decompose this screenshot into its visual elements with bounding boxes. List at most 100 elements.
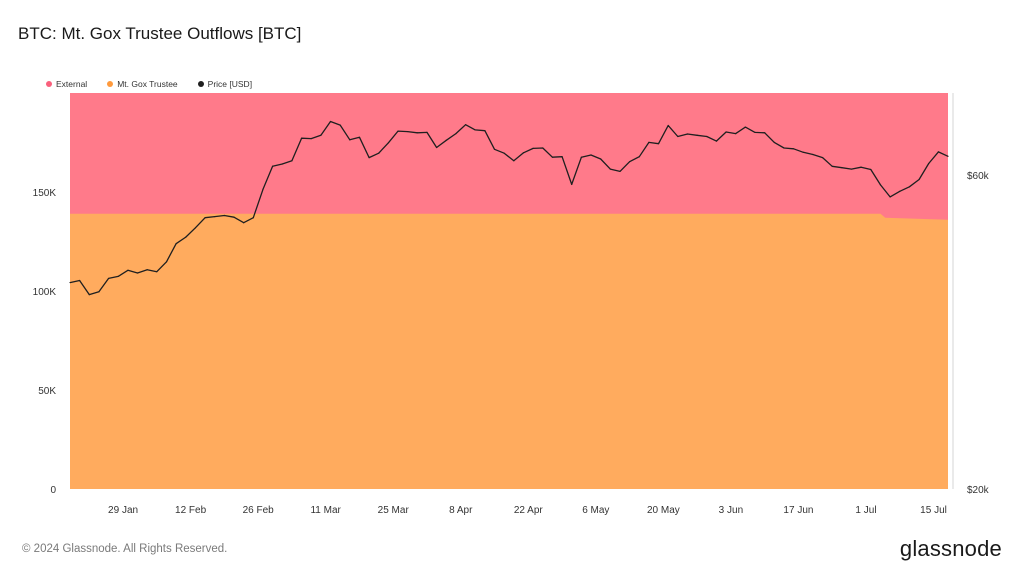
price-point	[368, 157, 370, 159]
price-point	[146, 269, 148, 271]
legend-label-external: External	[56, 79, 88, 89]
price-point	[686, 133, 689, 135]
price-point	[841, 167, 843, 169]
price-point	[908, 186, 911, 188]
price-point	[426, 131, 428, 133]
price-point	[320, 134, 322, 136]
price-point	[812, 153, 814, 156]
legend-label-price: Price [USD]	[207, 79, 253, 89]
price-point	[667, 124, 669, 127]
price-point	[262, 188, 264, 190]
y-tick-right: $20k	[967, 485, 990, 496]
legend-item-external[interactable]: External	[46, 79, 87, 89]
price-point	[590, 154, 592, 156]
price-point	[522, 152, 525, 154]
price-point	[918, 178, 920, 181]
price-point	[397, 130, 399, 132]
price-point	[281, 163, 283, 165]
price-point	[619, 170, 621, 172]
area-mtgox-trustee	[70, 213, 948, 489]
price-point	[107, 277, 110, 280]
price-point	[802, 151, 804, 153]
legend-item-mtgox[interactable]: Mt. Gox Trustee	[107, 79, 178, 89]
price-point	[899, 190, 901, 192]
price-point	[378, 152, 380, 154]
price-point	[117, 275, 119, 277]
legend-label-mtgox: Mt. Gox Trustee	[117, 79, 178, 89]
x-tick: 6 May	[582, 505, 609, 516]
price-point	[252, 217, 254, 219]
price-point	[204, 217, 206, 219]
price-point	[185, 236, 187, 238]
price-point	[474, 129, 476, 131]
price-point	[928, 162, 930, 165]
price-point	[754, 131, 756, 133]
price-point	[947, 155, 949, 157]
price-point	[773, 141, 775, 143]
price-point	[445, 139, 447, 141]
price-point	[493, 148, 496, 150]
price-point	[310, 137, 312, 140]
price-point	[638, 156, 640, 158]
price-point	[79, 279, 81, 282]
price-point	[484, 130, 486, 132]
price-point	[870, 168, 872, 171]
y-tick-right: $60k	[967, 171, 990, 182]
price-point	[725, 131, 727, 133]
x-tick: 26 Feb	[243, 505, 275, 516]
price-point	[677, 135, 679, 138]
x-tick: 25 Mar	[378, 505, 410, 516]
price-point	[175, 243, 177, 245]
price-point	[214, 216, 216, 218]
y-tick-left: 0	[50, 485, 56, 496]
x-tick: 15 Jul	[920, 505, 947, 516]
price-point	[436, 146, 438, 149]
price-point	[551, 156, 554, 158]
price-point	[223, 214, 225, 217]
legend-item-price[interactable]: Price [USD]	[197, 79, 253, 89]
legend-swatch-mtgox	[107, 81, 114, 87]
x-tick: 22 Apr	[514, 505, 544, 516]
price-point	[629, 161, 631, 163]
price-point	[291, 160, 293, 162]
y-tick-left: 150K	[33, 188, 57, 199]
price-point	[464, 124, 467, 126]
price-point	[194, 227, 197, 229]
price-point	[735, 133, 737, 135]
price-point	[329, 120, 332, 123]
price-point	[349, 139, 351, 141]
price-point	[860, 166, 862, 168]
price-point	[272, 165, 274, 167]
price-point	[358, 136, 361, 138]
x-tick: 8 Apr	[449, 505, 473, 516]
price-point	[387, 142, 389, 144]
x-tick: 20 May	[647, 505, 680, 516]
copyright-text: © 2024 Glassnode. All Rights Reserved.	[22, 543, 228, 555]
x-tick: 29 Jan	[108, 505, 138, 516]
price-point	[69, 281, 71, 284]
line-price-usd	[69, 120, 949, 296]
x-tick: 12 Feb	[175, 505, 207, 516]
price-point	[706, 135, 708, 138]
price-point	[764, 132, 766, 134]
price-point	[542, 147, 544, 149]
price-point	[889, 196, 891, 198]
price-point	[503, 152, 505, 154]
price-point	[416, 132, 418, 134]
price-point	[243, 222, 245, 224]
price-point	[88, 293, 90, 296]
price-point	[156, 271, 158, 273]
price-point	[455, 133, 457, 135]
price-point	[600, 158, 602, 160]
price-point	[793, 148, 795, 150]
price-point	[744, 126, 746, 128]
price-point	[532, 147, 534, 149]
price-point	[339, 124, 341, 126]
y-tick-left: 100K	[33, 287, 57, 298]
price-point	[571, 183, 573, 185]
glassnode-logo: glassnode	[899, 536, 1002, 561]
legend-swatch-price	[197, 81, 204, 87]
price-point	[937, 151, 939, 153]
price-point	[98, 291, 100, 293]
price-point	[696, 134, 698, 136]
